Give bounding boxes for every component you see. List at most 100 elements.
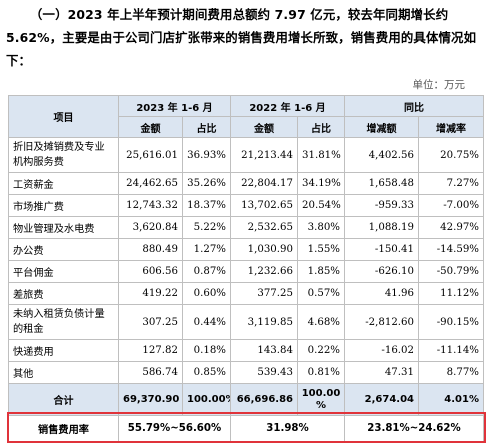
change-amount: -2,812.60	[344, 304, 419, 340]
share-2023: 0.85%	[182, 361, 231, 384]
share-2022: 31.81%	[297, 137, 345, 173]
table-row: 折旧及摊销费及专业机构服务费 25,616.01 36.93% 21,213.4…	[8, 137, 484, 173]
change-rate: -14.59%	[418, 238, 484, 261]
total-row: 合计 69,370.90 100.00% 66,696.86 100.00 % …	[8, 383, 484, 416]
change-rate: -7.00%	[418, 194, 484, 217]
change-amount: -150.41	[344, 238, 419, 261]
change-rate: -11.14%	[418, 339, 484, 362]
amount-2023: 127.82	[118, 339, 183, 362]
row-name: 工资薪金	[8, 172, 119, 195]
rate-2022: 31.98%	[230, 415, 345, 442]
amount-2022: 22,804.17	[230, 172, 298, 195]
row-name: 物业管理及水电费	[8, 216, 119, 239]
row-name: 折旧及摊销费及专业机构服务费	[8, 137, 119, 173]
header-change-rate: 增减率	[418, 116, 484, 138]
rate-yoy: 23.81%~24.62%	[344, 415, 484, 442]
table-row: 快递费用 127.82 0.18% 143.84 0.22% -16.02 -1…	[8, 339, 484, 362]
total-change-rate: 4.01%	[418, 383, 484, 416]
change-rate: 7.27%	[418, 172, 484, 195]
amount-2023: 24,462.65	[118, 172, 183, 195]
total-amount-2023: 69,370.90	[118, 383, 183, 416]
row-name: 其他	[8, 361, 119, 384]
header-amount-2023: 金额	[118, 116, 183, 138]
amount-2022: 143.84	[230, 339, 298, 362]
amount-2022: 3,119.85	[230, 304, 298, 340]
share-2023: 0.87%	[182, 260, 231, 283]
row-name: 未纳入租赁负债计量的租金	[8, 304, 119, 340]
change-amount: -626.10	[344, 260, 419, 283]
amount-2022: 539.43	[230, 361, 298, 384]
header-item: 项目	[8, 95, 119, 138]
amount-2023: 586.74	[118, 361, 183, 384]
share-2023: 36.93%	[182, 137, 231, 173]
amount-2022: 1,232.66	[230, 260, 298, 283]
change-rate: -50.79%	[418, 260, 484, 283]
header-yoy: 同比	[344, 95, 484, 117]
total-share-2023: 100.00%	[182, 383, 231, 416]
total-change-amount: 2,674.04	[344, 383, 419, 416]
amount-2022: 2,532.65	[230, 216, 298, 239]
total-share-2022: 100.00 %	[297, 383, 345, 416]
table-row: 其他 586.74 0.85% 539.43 0.81% 47.31 8.77%	[8, 361, 484, 384]
change-amount: -16.02	[344, 339, 419, 362]
share-2023: 5.22%	[182, 216, 231, 239]
row-name: 平台佣金	[8, 260, 119, 283]
share-2023: 1.27%	[182, 238, 231, 261]
change-amount: 1,088.19	[344, 216, 419, 239]
share-2023: 35.26%	[182, 172, 231, 195]
amount-2023: 606.56	[118, 260, 183, 283]
change-amount: -959.33	[344, 194, 419, 217]
table-row: 办公费 880.49 1.27% 1,030.90 1.55% -150.41 …	[8, 238, 484, 261]
table-row: 差旅费 419.22 0.60% 377.25 0.57% 41.96 11.1…	[8, 282, 484, 305]
amount-2023: 25,616.01	[118, 137, 183, 173]
table-row: 工资薪金 24,462.65 35.26% 22,804.17 34.19% 1…	[8, 172, 484, 195]
rate-2023: 55.79%~56.60%	[118, 415, 231, 442]
amount-2022: 13,702.65	[230, 194, 298, 217]
change-rate: -90.15%	[418, 304, 484, 340]
table-row: 未纳入租赁负债计量的租金 307.25 0.44% 3,119.85 4.68%…	[8, 304, 484, 340]
total-amount-2022: 66,696.86	[230, 383, 298, 416]
amount-2023: 3,620.84	[118, 216, 183, 239]
table-row: 市场推广费 12,743.32 18.37% 13,702.65 20.54% …	[8, 194, 484, 217]
amount-2023: 307.25	[118, 304, 183, 340]
share-2022: 0.81%	[297, 361, 345, 384]
share-2023: 0.60%	[182, 282, 231, 305]
header-row-top: 项目 2023 年 1-6 月 2022 年 1-6 月 同比	[8, 95, 484, 138]
table-row: 平台佣金 606.56 0.87% 1,232.66 1.85% -626.10…	[8, 260, 484, 283]
header-period-2023: 2023 年 1-6 月	[118, 95, 231, 117]
amount-2023: 12,743.32	[118, 194, 183, 217]
unit-label: 单位：万元	[412, 79, 466, 91]
intro-paragraph: （一）2023 年上半年预计期间费用总额约 7.97 亿元，较去年同期增长约 5…	[6, 7, 477, 68]
row-name: 市场推广费	[8, 194, 119, 217]
change-amount: 41.96	[344, 282, 419, 305]
amount-2023: 419.22	[118, 282, 183, 305]
change-rate: 42.97%	[418, 216, 484, 239]
sales-expense-rate-row: 销售费用率 55.79%~56.60% 31.98% 23.81%~24.62%	[8, 415, 484, 442]
amount-2022: 21,213.44	[230, 137, 298, 173]
share-2022: 4.68%	[297, 304, 345, 340]
share-2022: 3.80%	[297, 216, 345, 239]
header-period-2022: 2022 年 1-6 月	[230, 95, 345, 117]
header-amount-2022: 金额	[230, 116, 298, 138]
amount-2022: 377.25	[230, 282, 298, 305]
share-2022: 20.54%	[297, 194, 345, 217]
share-2022: 1.85%	[297, 260, 345, 283]
header-change-amount: 增减额	[344, 116, 419, 138]
share-2022: 0.22%	[297, 339, 345, 362]
row-name: 差旅费	[8, 282, 119, 305]
row-name: 办公费	[8, 238, 119, 261]
header-share-2023: 占比	[182, 116, 231, 138]
share-2023: 0.44%	[182, 304, 231, 340]
share-2022: 1.55%	[297, 238, 345, 261]
amount-2023: 880.49	[118, 238, 183, 261]
share-2023: 0.18%	[182, 339, 231, 362]
table-row: 物业管理及水电费 3,620.84 5.22% 2,532.65 3.80% 1…	[8, 216, 484, 239]
change-amount: 4,402.56	[344, 137, 419, 173]
change-amount: 47.31	[344, 361, 419, 384]
change-rate: 20.75%	[418, 137, 484, 173]
change-rate: 8.77%	[418, 361, 484, 384]
share-2023: 18.37%	[182, 194, 231, 217]
rate-label: 销售费用率	[8, 415, 119, 442]
row-name: 快递费用	[8, 339, 119, 362]
share-2022: 0.57%	[297, 282, 345, 305]
